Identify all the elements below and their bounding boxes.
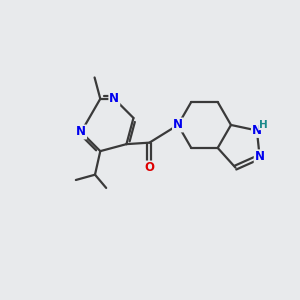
Text: N: N	[173, 118, 183, 131]
Text: N: N	[109, 92, 119, 105]
Text: N: N	[255, 150, 265, 163]
Text: O: O	[144, 161, 154, 175]
Text: N: N	[252, 124, 262, 137]
Text: N: N	[76, 125, 86, 139]
Text: H: H	[259, 120, 268, 130]
